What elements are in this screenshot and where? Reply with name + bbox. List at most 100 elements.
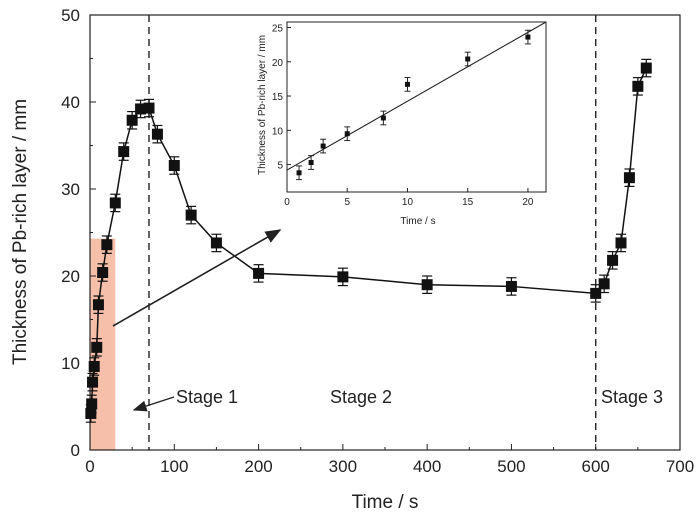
- square-marker: [640, 62, 652, 74]
- square-marker: [623, 172, 635, 184]
- inset-square-marker: [344, 131, 350, 137]
- x-tick-label: 0: [85, 457, 94, 476]
- stage-1-label: Stage 1: [176, 387, 238, 407]
- inset-y-tick-label: 25: [272, 23, 284, 34]
- square-marker: [101, 239, 113, 251]
- inset-data-point: [524, 29, 531, 45]
- inset-data-point: [308, 155, 315, 170]
- square-marker: [87, 376, 99, 388]
- square-marker: [92, 299, 104, 311]
- data-point: [109, 193, 121, 213]
- inset-pointer-arrow: [112, 229, 282, 327]
- x-tick-label: 500: [497, 457, 525, 476]
- square-marker: [210, 237, 222, 249]
- square-marker: [185, 209, 197, 221]
- data-point: [640, 58, 652, 78]
- data-point: [185, 205, 197, 225]
- inset-series: [286, 21, 547, 181]
- x-tick-label: 600: [582, 457, 610, 476]
- inset-y-axis-title: Thickness of Pb-rich layer / mm: [257, 35, 268, 175]
- inset-square-marker: [296, 170, 302, 176]
- inset-y-tick-label: 20: [272, 58, 284, 69]
- main-series: [85, 58, 652, 423]
- inset-x-tick-label: 0: [284, 197, 290, 208]
- x-tick-label: 200: [244, 457, 272, 476]
- square-marker: [607, 254, 619, 266]
- data-point: [210, 233, 222, 253]
- data-point: [91, 338, 103, 357]
- y-tick-label: 20: [61, 267, 80, 286]
- inset-square-marker: [320, 143, 326, 149]
- square-marker: [86, 398, 98, 410]
- square-marker: [151, 128, 163, 140]
- square-marker: [505, 280, 517, 292]
- data-point: [623, 168, 635, 187]
- y-tick-label: 30: [61, 180, 80, 199]
- inset-data-point: [320, 138, 327, 154]
- x-axis-title: Time / s: [352, 492, 419, 513]
- square-marker: [97, 267, 109, 279]
- inset-y-tick-label: 10: [272, 126, 284, 137]
- series-line: [90, 67, 647, 414]
- data-point: [337, 267, 349, 287]
- stage-3-label: Stage 3: [601, 387, 663, 407]
- inset-square-marker: [525, 34, 531, 40]
- inset-x-tick-label: 10: [402, 197, 414, 208]
- inset-x-tick-label: 5: [344, 197, 350, 208]
- data-point: [135, 99, 147, 119]
- stage-1-arrow: [132, 396, 175, 412]
- square-marker: [91, 341, 103, 353]
- square-marker: [118, 146, 130, 158]
- square-marker: [88, 360, 100, 372]
- data-point: [632, 77, 644, 96]
- square-marker: [421, 279, 433, 291]
- inset-axis-ticks: 0 5 10 15 20 5 10 15 20 25: [272, 23, 534, 208]
- inset-data-point: [344, 126, 351, 142]
- data-point: [92, 295, 104, 315]
- inset-data-point: [296, 165, 303, 181]
- inset-square-marker: [465, 56, 471, 62]
- data-point: [143, 98, 155, 118]
- inset-fit-line: [286, 21, 547, 171]
- square-marker: [590, 287, 602, 299]
- square-marker: [109, 197, 121, 209]
- data-point: [101, 235, 113, 254]
- square-marker: [143, 102, 155, 114]
- inset-x-tick-label: 15: [462, 197, 474, 208]
- square-marker: [168, 160, 180, 172]
- data-point: [86, 394, 98, 414]
- inset-y-tick-label: 5: [277, 161, 283, 172]
- inset-data-point: [380, 110, 387, 126]
- data-point: [253, 264, 265, 283]
- inset-data-point: [464, 51, 471, 67]
- square-marker: [337, 271, 349, 283]
- stage-boundaries: [148, 15, 597, 450]
- inset-y-tick-label: 15: [272, 92, 284, 103]
- stage-2-label: Stage 2: [330, 387, 392, 407]
- y-tick-label: 40: [61, 93, 80, 112]
- inset-x-axis-title: Time / s: [400, 216, 435, 227]
- data-point: [615, 233, 627, 253]
- square-marker: [85, 407, 97, 419]
- square-marker: [632, 80, 644, 92]
- data-point: [87, 372, 99, 392]
- data-point: [505, 277, 517, 296]
- data-point: [118, 142, 130, 161]
- y-tick-label: 10: [61, 354, 80, 373]
- inset-square-marker: [308, 160, 314, 166]
- y-axis-title: Thickness of Pb-rich layer / mm: [10, 99, 31, 365]
- x-tick-label: 400: [413, 457, 441, 476]
- data-point: [421, 275, 433, 294]
- data-point: [607, 251, 619, 270]
- x-tick-label: 300: [329, 457, 357, 476]
- square-marker: [135, 103, 147, 115]
- y-tick-label: 0: [71, 441, 80, 460]
- inset-square-marker: [380, 115, 386, 121]
- inset-square-marker: [404, 81, 410, 87]
- y-tick-label: 50: [61, 6, 80, 25]
- data-point: [88, 357, 100, 376]
- inset-x-tick-label: 20: [522, 197, 534, 208]
- data-point: [151, 124, 163, 144]
